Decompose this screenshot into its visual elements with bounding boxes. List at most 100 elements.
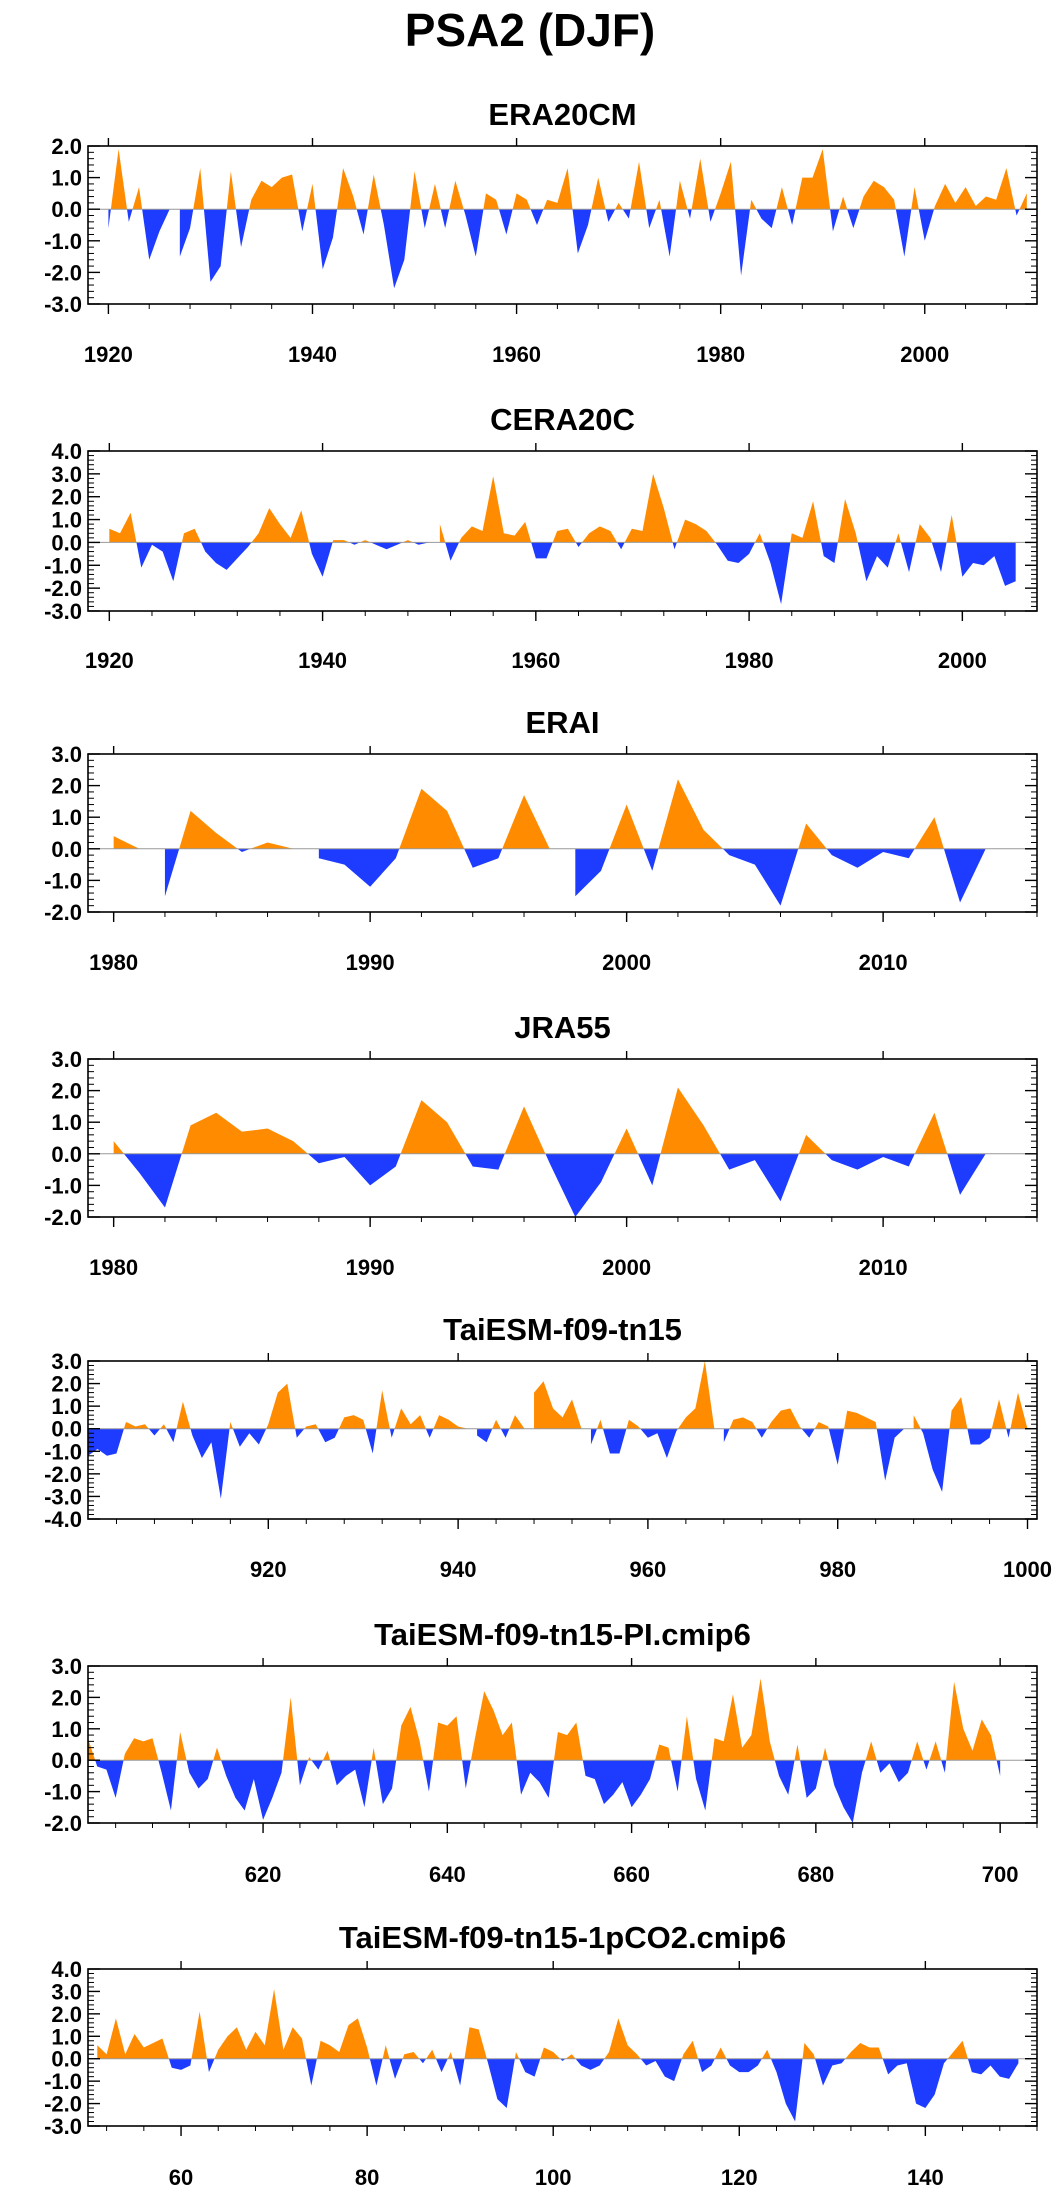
positive-area-segment — [249, 174, 299, 210]
x-tick-label: 1960 — [492, 342, 541, 367]
positive-area-segment — [837, 499, 858, 543]
negative-area-segment — [895, 209, 912, 257]
negative-area-segment — [108, 209, 111, 229]
negative-area-segment — [530, 209, 544, 225]
negative-area-segment — [452, 2058, 465, 2086]
negative-area-segment — [206, 2058, 215, 2073]
x-tick-label: 980 — [819, 1557, 856, 1582]
positive-area-segment — [492, 1419, 501, 1429]
positive-area-segment — [798, 1134, 826, 1154]
x-tick-label: 1960 — [511, 648, 560, 673]
positive-area-segment — [615, 202, 623, 210]
negative-area-segment — [349, 542, 360, 545]
negative-area-segment — [715, 542, 756, 563]
negative-area-segment — [646, 209, 657, 229]
positive-area-segment — [729, 1417, 757, 1429]
y-tick-label: 2.0 — [51, 1372, 82, 1397]
x-tick-label: 100 — [535, 2165, 572, 2190]
negative-area-segment — [435, 2058, 448, 2073]
negative-area-segment — [722, 848, 799, 906]
positive-area-segment — [191, 2011, 207, 2059]
negative-area-segment — [127, 209, 133, 222]
positive-area-segment — [449, 180, 464, 210]
negative-area-segment — [168, 2058, 192, 2070]
negative-area-segment — [315, 209, 338, 270]
negative-area-segment — [825, 1153, 915, 1170]
positive-area-segment — [565, 2054, 576, 2059]
negative-area-segment — [1006, 1428, 1011, 1438]
negative-area-segment — [735, 209, 750, 276]
positive-area-segment — [691, 158, 709, 210]
positive-area-segment — [394, 1408, 426, 1429]
positive-area-segment — [624, 473, 673, 543]
negative-area-segment — [590, 1428, 598, 1445]
positive-area-segment — [947, 2040, 968, 2059]
negative-area-segment — [931, 542, 947, 573]
negative-area-segment — [477, 1428, 493, 1443]
x-tick-label: 700 — [982, 1862, 1019, 1887]
y-tick-label: 0.0 — [51, 2047, 82, 2072]
positive-area-segment — [597, 1419, 603, 1429]
positive-area-segment — [755, 533, 764, 543]
positive-area-segment — [132, 187, 143, 210]
negative-area-segment — [330, 1760, 372, 1808]
y-tick-label: -4.0 — [44, 1507, 82, 1532]
panel-title: JRA55 — [514, 1010, 611, 1045]
positive-area-segment — [865, 1741, 877, 1761]
negative-area-segment — [671, 1760, 682, 1792]
negative-area-segment — [365, 1428, 377, 1454]
negative-area-segment — [826, 848, 915, 868]
positive-area-segment — [514, 2051, 520, 2059]
negative-area-segment — [498, 209, 513, 235]
positive-area-segment — [464, 2027, 487, 2059]
negative-area-segment — [947, 1153, 986, 1195]
positive-area-segment — [502, 795, 550, 849]
negative-area-segment — [726, 2058, 762, 2073]
positive-area-segment — [845, 2043, 883, 2059]
positive-area-segment — [367, 174, 381, 210]
negative-area-segment — [876, 1760, 912, 1783]
x-tick-label: 2010 — [859, 950, 908, 975]
x-tick-label: 620 — [245, 1862, 282, 1887]
positive-area-segment — [123, 1421, 149, 1429]
negative-area-segment — [923, 1760, 930, 1770]
positive-area-segment — [110, 149, 128, 210]
positive-area-segment — [767, 1408, 802, 1429]
positive-area-segment — [113, 1141, 124, 1154]
positive-area-segment — [630, 161, 647, 210]
y-tick-label: -3.0 — [44, 2114, 82, 2139]
negative-area-segment — [375, 1760, 397, 1805]
positive-area-segment — [113, 836, 140, 849]
x-tick-label: 1980 — [89, 1255, 138, 1280]
negative-area-segment — [164, 848, 180, 897]
negative-area-segment — [419, 2058, 427, 2064]
positive-area-segment — [193, 168, 204, 210]
positive-area-segment — [214, 1989, 306, 2059]
negative-area-segment — [203, 209, 227, 282]
positive-area-segment — [543, 168, 573, 210]
negative-area-segment — [996, 1760, 1001, 1776]
y-tick-label: 2.0 — [51, 134, 82, 159]
y-tick-label: -2.0 — [44, 1811, 82, 1836]
negative-area-segment — [687, 209, 692, 219]
y-tick-label: 3.0 — [51, 462, 82, 487]
x-tick-label: 1980 — [89, 950, 138, 975]
positive-area-segment — [426, 2049, 436, 2059]
x-tick-label: 2000 — [938, 648, 987, 673]
negative-area-segment — [920, 1428, 950, 1492]
x-tick-label: 680 — [798, 1862, 835, 1887]
panel-title: TaiESM-f09-tn15 — [443, 1312, 682, 1347]
y-tick-label: -3.0 — [44, 599, 82, 624]
negative-area-segment — [235, 209, 250, 248]
positive-area-segment — [410, 171, 422, 210]
positive-area-segment — [895, 533, 901, 543]
y-tick-label: -1.0 — [44, 868, 82, 893]
positive-area-segment — [681, 2040, 699, 2059]
x-tick-label: 60 — [169, 2165, 193, 2190]
y-tick-label: 1.0 — [51, 166, 82, 191]
positive-area-segment — [911, 187, 919, 210]
negative-area-segment — [756, 1428, 768, 1438]
positive-area-segment — [359, 540, 371, 543]
negative-area-segment — [967, 2058, 1019, 2079]
y-tick-label: -1.0 — [44, 553, 82, 578]
